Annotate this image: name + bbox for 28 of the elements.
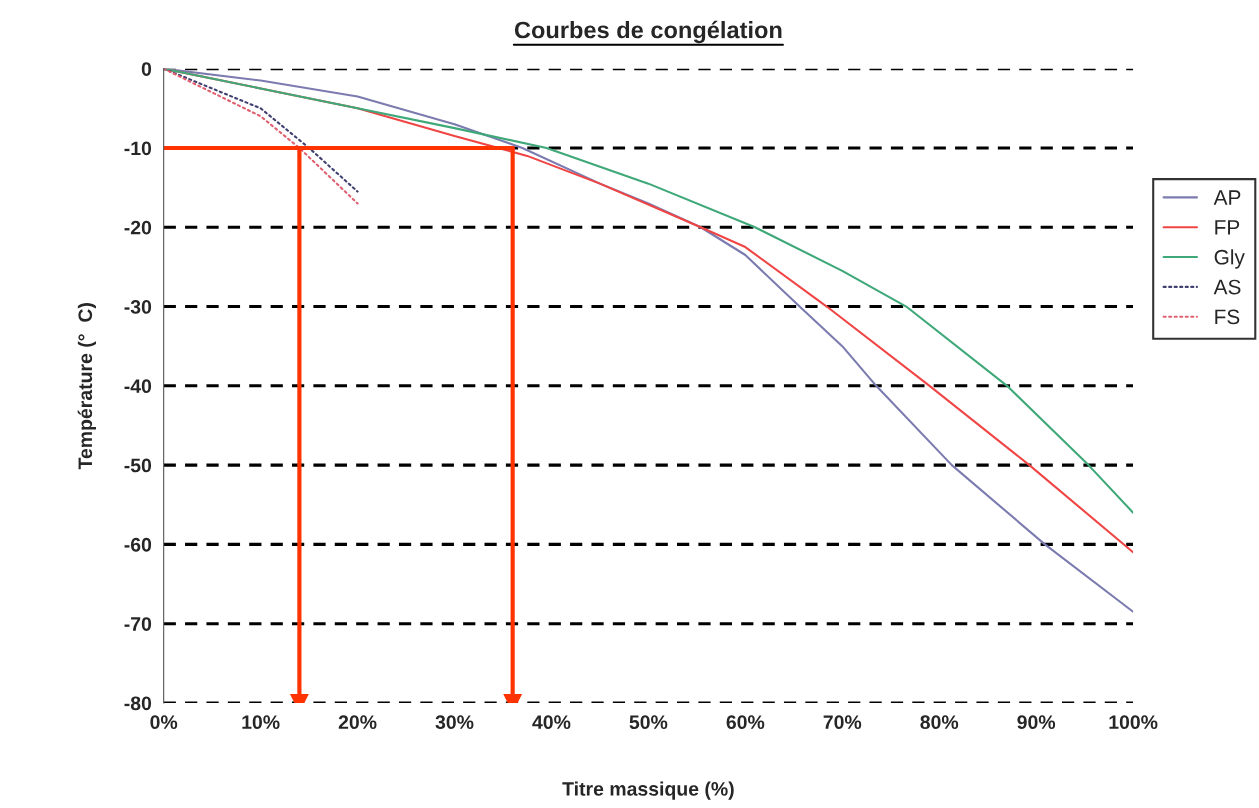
x-tick-label: 60% <box>726 715 765 730</box>
y-tick-label: -60 <box>124 537 152 552</box>
x-tick-label: 30% <box>435 715 474 730</box>
y-axis-title: Température (° C) <box>77 303 96 470</box>
x-tick-label: 80% <box>920 715 959 730</box>
x-axis-title: Titre massique (%) <box>562 781 734 800</box>
x-tick-label: 40% <box>532 715 571 730</box>
y-tick-label: -50 <box>124 458 152 473</box>
y-tick-label: -20 <box>124 220 152 235</box>
legend-label: AP <box>1213 190 1241 205</box>
y-tick-label: -70 <box>124 617 152 631</box>
y-tick-label: -30 <box>124 300 152 314</box>
x-tick-label: 0% <box>150 715 178 730</box>
x-tick-label: 90% <box>1017 715 1056 730</box>
y-tick-label: -80 <box>124 696 152 711</box>
chart-title: Courbes de congélation <box>514 20 782 44</box>
x-tick-label: 50% <box>629 715 668 730</box>
x-tick-label: 20% <box>338 715 377 730</box>
legend-label: Gly <box>1214 249 1245 269</box>
y-tick-label: -10 <box>124 141 152 156</box>
x-tick-label: 70% <box>823 715 862 730</box>
legend-label: FP <box>1215 220 1240 235</box>
legend-label: FS <box>1215 309 1240 325</box>
y-tick-label: -40 <box>124 379 152 394</box>
x-tick-label: 100% <box>1109 715 1158 730</box>
y-tick-label: 0 <box>141 62 152 76</box>
legend-label: AS <box>1213 279 1241 295</box>
x-tick-label: 10% <box>242 715 280 730</box>
